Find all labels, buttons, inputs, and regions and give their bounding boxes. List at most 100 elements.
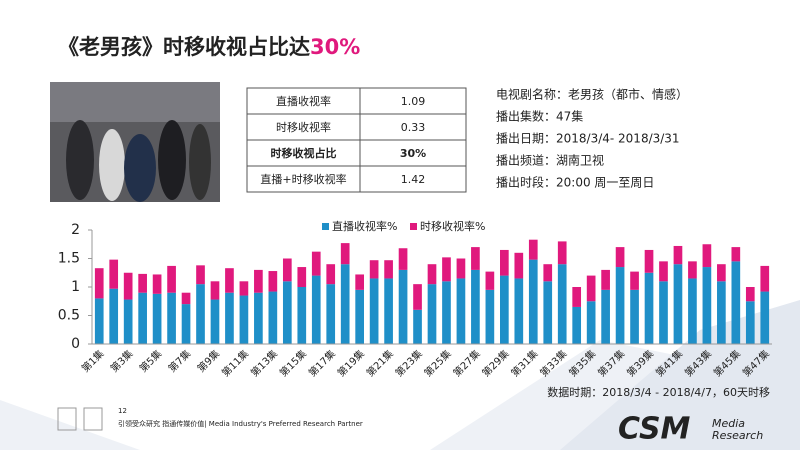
bar-segment [239,281,249,296]
table-label: 直播+时移收视率 [260,172,346,186]
bar-segment [731,261,741,344]
bar-segment [123,299,133,344]
bar-segment [138,273,147,293]
bar-segment [442,257,451,282]
bar-segment [427,264,437,285]
bar-segment [745,301,755,344]
bar-segment [644,272,654,344]
bar-segment [94,298,104,344]
cert-icon [83,407,103,431]
bar-segment [702,267,712,344]
bar-segment [326,264,336,285]
bar-segment [369,260,379,279]
bar-segment [688,278,697,344]
bar-segment [254,292,263,344]
bar-segment [384,260,393,279]
x-tick-label: 第9集 [194,347,222,375]
table-label: 直播收视率 [276,94,331,108]
logo-brand: CSM [618,412,691,447]
bar-segment [731,247,741,262]
x-tick-label: 第5集 [137,347,165,375]
bar-segment [427,284,437,344]
table-cell [246,139,361,167]
bar-segment [673,245,683,265]
bg-shape [0,400,140,450]
info-line: 播出集数：47集 [496,109,583,124]
bar-segment [471,269,480,344]
bar-segment [586,275,596,302]
bar-segment [225,292,234,344]
table-cell [359,139,467,167]
bar-segment [152,293,162,344]
bar-segment [514,252,524,279]
bar-segment [355,289,364,344]
table-label: 时移收视占比 [271,146,337,160]
bar-segment [586,301,596,344]
x-tick-label: 第21集 [363,347,395,379]
x-tick-label: 第31集 [508,347,540,379]
bar-segment [514,278,524,344]
bar-segment [181,304,191,344]
bar-segment [152,274,162,294]
bar-segment [225,268,234,293]
bar-segment [268,291,278,344]
table-cell [359,113,467,141]
table-value: 0.33 [401,121,426,134]
bar-segment [109,259,119,289]
legend-label: 直播收视率% [332,219,397,233]
y-tick-label: 0.5 [58,308,80,324]
bar-segment [442,281,451,344]
x-tick-label: 第29集 [479,347,511,379]
bar-segment [167,265,176,293]
x-tick-label: 第3集 [108,347,136,375]
bar-segment [94,268,104,299]
x-tick-label: 第1集 [79,347,107,375]
cert-icon [57,407,77,431]
bar-segment [384,278,393,344]
bar-segment [630,271,639,290]
bar-segment [485,289,495,344]
bar-segment [254,269,263,293]
logo-sub: Media [712,417,745,430]
bar-segment [485,271,495,290]
bar-segment [167,292,176,344]
bar-segment [659,261,668,282]
page-number: 12 [118,407,127,415]
table-value: 30% [400,147,426,160]
bar-segment [630,289,639,344]
x-tick-label: 第13集 [248,347,280,379]
bar-segment [717,264,726,282]
legend-label: 时移收视率% [420,219,485,233]
bar-segment [528,259,538,344]
info-line: 播出频道：湖南卫视 [496,153,604,168]
bar-segment [210,281,220,300]
bar-segment [543,264,553,282]
bar-segment [456,258,466,279]
info-line: 播出时段：20:00 周一至周日 [496,175,654,190]
bar-segment [572,306,582,344]
bar-segment [123,272,133,300]
bar-segment [311,251,321,276]
y-tick-label: 1.5 [58,251,80,267]
logo-sub: Research [712,429,763,442]
bar-segment [717,281,726,344]
y-tick-label: 1 [71,279,80,295]
y-tick-label: 2 [71,222,80,238]
table-cell [246,113,361,141]
bar-segment [601,269,610,290]
bar-segment [471,247,480,270]
info-line: 播出日期：2018/3/4- 2018/3/31 [496,132,680,146]
bar-segment [557,241,567,265]
bar-segment [456,278,466,344]
bar-segment [138,292,147,344]
x-tick-label: 第19集 [335,347,367,379]
bar-segment [572,287,582,307]
bar-segment [181,292,191,305]
bar-segment [282,258,292,282]
bar-segment [702,244,712,268]
bar-segment [340,264,350,344]
x-tick-label: 第25集 [421,347,453,379]
bar-segment [500,249,509,276]
bar-segment [413,309,422,344]
bar-segment [673,264,683,344]
